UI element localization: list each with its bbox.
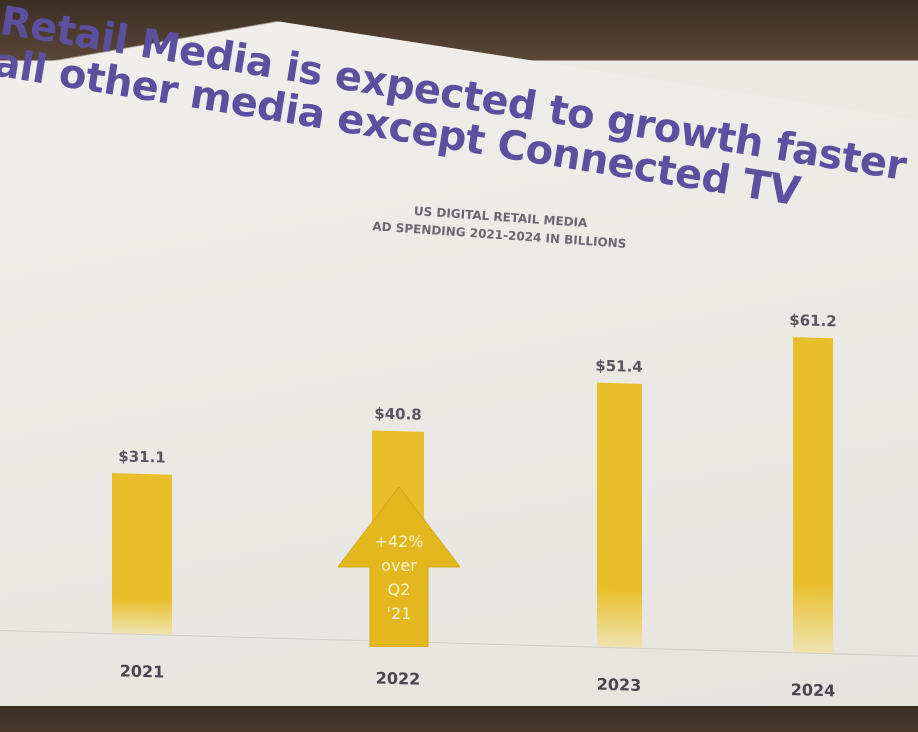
bar-2024	[793, 337, 833, 654]
growth-arrow-icon	[338, 487, 460, 647]
data-label: $61.2	[789, 311, 837, 331]
bar-2023	[596, 382, 642, 648]
annotation-line: over	[381, 556, 417, 575]
data-label: $40.8	[374, 404, 422, 424]
bar-2021	[112, 473, 172, 635]
annotation-line: '21	[386, 604, 412, 623]
annotation-line: Q2	[387, 580, 411, 599]
data-label: $51.4	[595, 356, 643, 376]
x-tick-label: 2023	[596, 674, 642, 695]
data-label: $31.1	[118, 447, 166, 467]
annotation-line: +42%	[374, 532, 424, 551]
x-tick-label: 2021	[119, 661, 165, 682]
x-tick-label: 2022	[375, 668, 421, 689]
x-tick-label: 2024	[790, 680, 836, 701]
growth-annotation: +42% over Q2 '21	[338, 530, 460, 626]
